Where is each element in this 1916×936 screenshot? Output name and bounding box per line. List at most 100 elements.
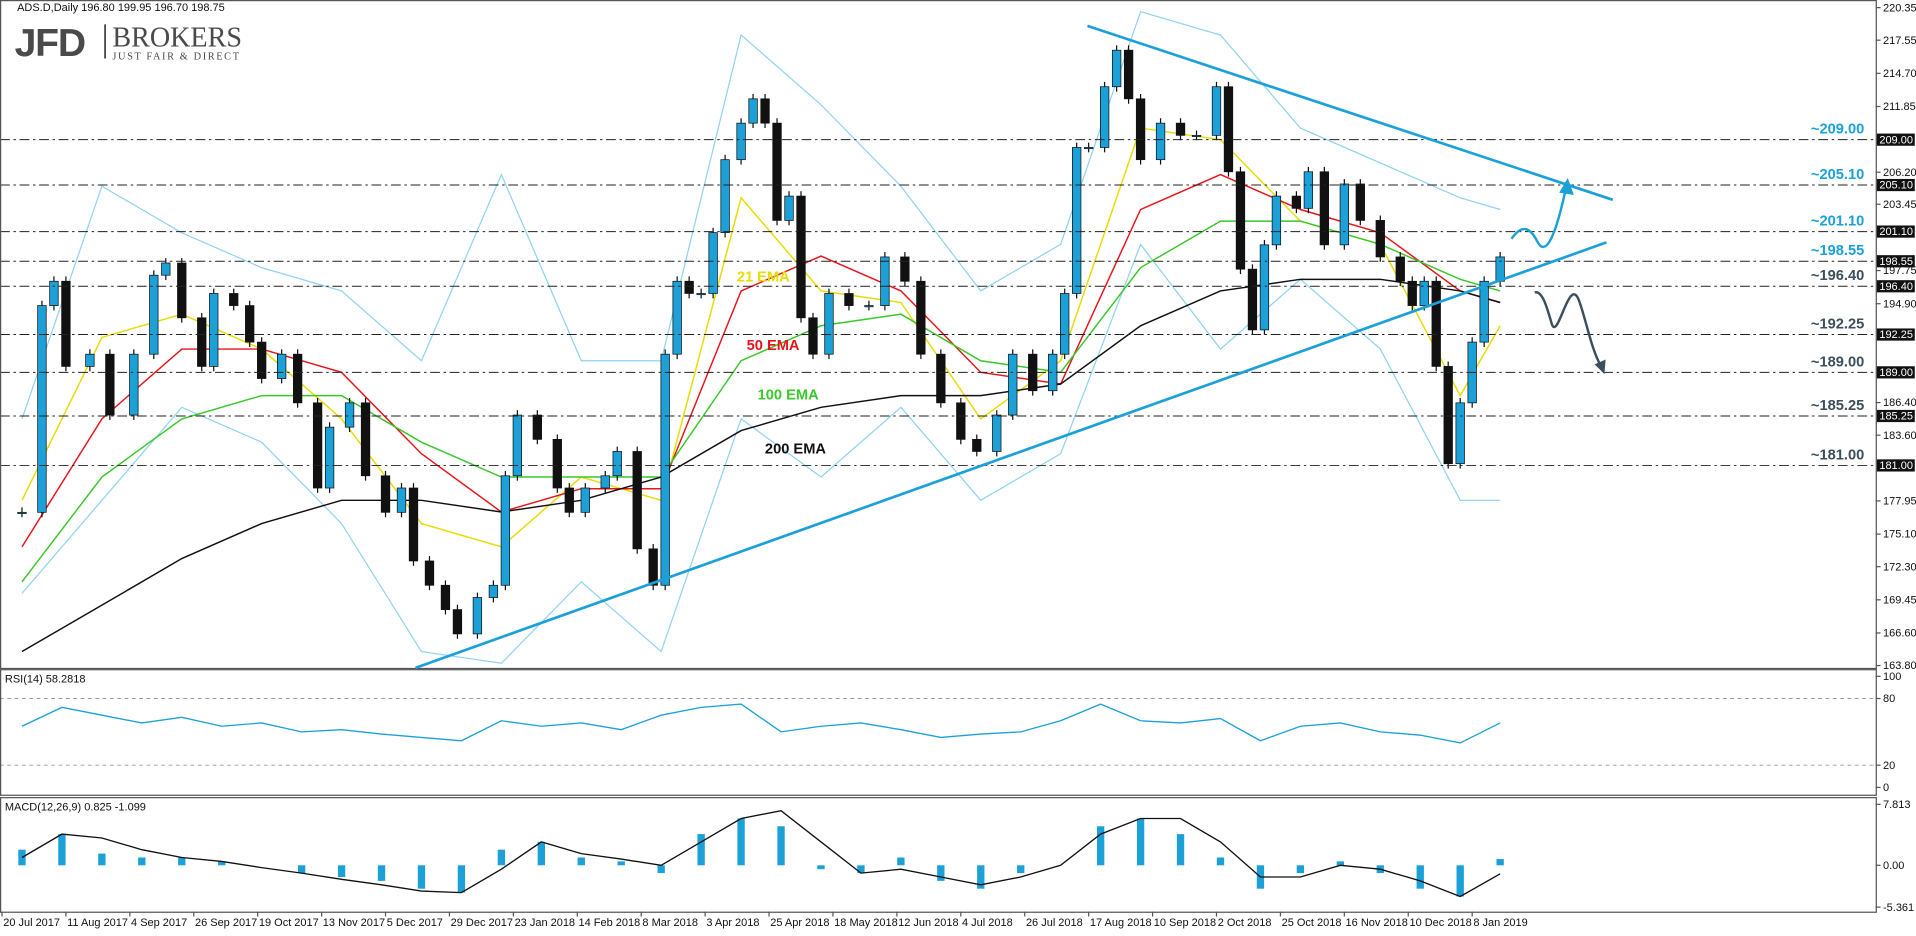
level-tag-box [1876,133,1915,146]
macd-histogram-bar [178,857,186,866]
macd-histogram-bar [737,818,745,866]
candle [1303,171,1314,209]
candle [916,280,926,355]
candle [1084,147,1094,150]
macd-histogram-bar [537,841,545,866]
y-tick-label: -5.361 [1883,902,1914,914]
macd-histogram-bar [1216,857,1225,866]
x-tick-label: 8 Mar 2018 [642,917,698,929]
level-tag: 185.25 [1879,411,1913,423]
candle [772,122,782,221]
panel [0,10,1876,664]
candle [177,262,187,319]
macd-histogram-bar [1136,818,1145,866]
candle [512,414,523,477]
candle [1259,244,1270,331]
level-tag: 181.00 [1879,460,1913,472]
macd-histogram-bar [377,865,386,881]
level-label: ~196.40 [1811,268,1864,284]
level-tag: 209.00 [1879,134,1913,146]
level-label: ~192.25 [1811,316,1864,332]
macd-histogram-bar [1017,865,1025,874]
candle [1443,366,1453,465]
candle [312,402,323,489]
scenario-down-arrow [1534,291,1602,367]
candle [105,353,115,416]
candle [1431,280,1441,367]
level-tag-box [1876,225,1915,238]
candle [1395,256,1405,282]
candle [1247,268,1258,331]
candle [1479,280,1489,343]
trendline [415,241,1607,670]
x-tick-label: 19 Oct 2017 [259,917,319,929]
macd-histogram-bar [1296,865,1305,874]
candle [972,439,982,452]
x-tick-label: 20 Jul 2017 [3,917,60,929]
candle [648,548,658,586]
candle [161,262,171,276]
y-tick-label: 100 [1883,671,1901,683]
macd-histogram-bar [897,857,905,866]
candle [796,195,806,319]
y-tick-label: 220.35 [1883,2,1916,14]
y-tick-label: 175.10 [1883,529,1916,541]
macd-histogram-bar [1456,865,1464,897]
ema-line [21,220,1501,583]
candle [488,584,499,598]
logo-mark: JFD [15,22,85,65]
candle [1211,86,1222,136]
candle [1419,280,1429,306]
y-tick-label: 20 [1883,760,1895,772]
candle [1060,293,1070,355]
y-tick-label: 206.20 [1883,167,1916,179]
arrowhead [1594,359,1606,375]
panel [0,698,1876,766]
panel [18,809,1504,898]
candle [1235,171,1246,270]
y-tick-label: 80 [1883,693,1895,705]
y-tick-label: 177.95 [1883,496,1916,508]
candle [760,98,770,124]
candle [612,451,622,477]
candle [956,402,966,440]
candle [684,280,694,294]
bollinger-band [21,243,1501,664]
candle [61,280,71,367]
candle [396,487,407,513]
ema-label: 50 EMA [747,338,800,354]
x-tick-label: 10 Dec 2018 [1409,917,1471,929]
macd-histogram-bar [497,849,506,866]
candle [380,475,391,513]
macd-signal-line [21,809,1501,898]
y-tick-label: 186.40 [1883,397,1916,409]
macd-title: MACD(12,26,9) 0.825 -1.099 [5,801,146,813]
macd-histogram-bar [617,861,625,866]
macd-histogram-bar [18,849,26,866]
macd-histogram-bar [777,826,785,866]
level-tag: 189.00 [1879,367,1913,379]
candle [1008,353,1018,416]
macd-histogram-bar [98,853,106,866]
y-tick-label: 172.30 [1883,561,1916,573]
trendline [1087,24,1614,202]
x-tick-label: 10 Sep 2018 [1154,917,1216,929]
candle [696,293,706,296]
candle [360,402,371,477]
candle [292,353,303,404]
price-frame [0,0,1877,670]
x-tick-label: 16 Nov 2018 [1346,917,1408,929]
ema-line [21,278,1501,653]
candle [552,439,562,489]
candle [720,159,730,233]
candle [1291,195,1302,209]
candle [708,232,718,294]
macd-histogram-bar [297,865,306,874]
y-tick-label: 197.75 [1883,265,1916,277]
ema-label: 21 EMA [737,270,790,286]
y-tick-label: 163.80 [1883,660,1916,672]
macd-histogram-bar [218,861,226,866]
candle [824,293,834,355]
candle [992,414,1002,452]
candle [85,353,95,367]
